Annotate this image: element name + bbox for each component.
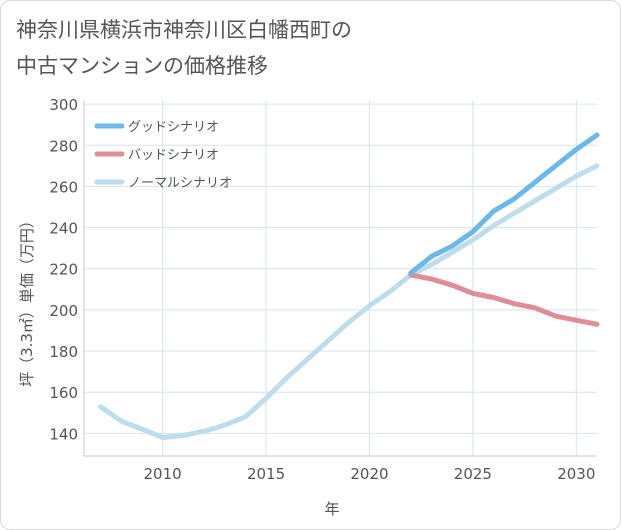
- y-tick-label: 240: [49, 220, 78, 238]
- y-tick-label: 200: [49, 302, 78, 320]
- y-axis-label: 坪（3.3㎡）単価（万円）: [18, 213, 36, 387]
- y-tick-label: 260: [49, 178, 78, 196]
- grid: [84, 100, 597, 456]
- y-tick-label: 300: [49, 96, 78, 114]
- y-tick-label: 280: [49, 137, 78, 155]
- x-tick-label: 2015: [247, 465, 285, 483]
- x-tick-label: 2030: [557, 465, 595, 483]
- series-layer: [98, 132, 600, 440]
- legend-label: ノーマルシナリオ: [128, 176, 232, 191]
- x-tick-label: 2010: [144, 465, 182, 483]
- x-tick-label: 2020: [350, 465, 388, 483]
- legend-label: グッドシナリオ: [128, 120, 219, 135]
- title-line-2: 中古マンションの価格推移: [16, 54, 268, 78]
- x-axis-label: 年: [324, 500, 339, 518]
- title-line-1: 神奈川県横浜市神奈川区白幡西町の: [16, 18, 352, 42]
- y-tick-label: 220: [49, 261, 78, 279]
- series-line-2: [98, 163, 600, 440]
- legend-label: バッドシナリオ: [128, 148, 219, 163]
- series-line-0: [408, 132, 600, 276]
- axes: [83, 100, 597, 457]
- y-tick-label: 160: [49, 384, 78, 402]
- y-tick-label: 140: [49, 425, 78, 443]
- y-tick-label: 180: [49, 343, 78, 361]
- tick-labels: 140 160 180 200 220 240 260 280 300 2010 2015 2020 2…: [49, 96, 595, 483]
- chart-title: 神奈川県横浜市神奈川区白幡西町の 中古マンションの価格推移: [16, 12, 606, 84]
- series-line-1: [408, 272, 600, 327]
- x-tick-label: 2025: [454, 465, 492, 483]
